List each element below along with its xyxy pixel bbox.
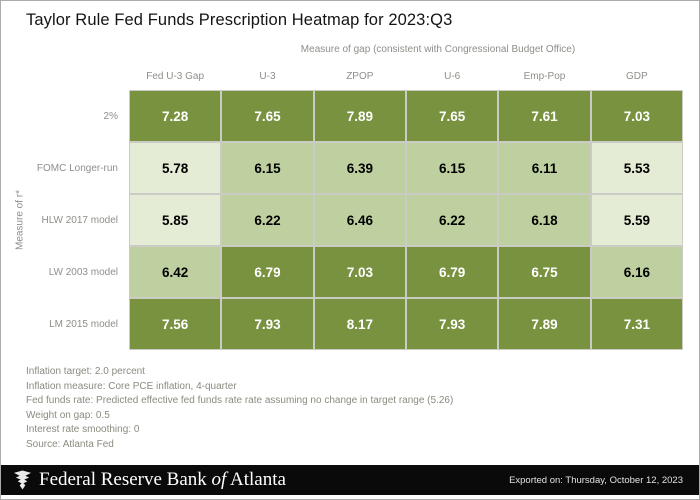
heatmap-grid: Fed U-3 Gap U-3 ZPOP U-6 Emp-Pop GDP 2% 7.28 7.6… bbox=[1, 63, 682, 349]
heatmap-column-header: GDP bbox=[625, 71, 648, 82]
heatmap-cell: 6.75 bbox=[499, 247, 590, 297]
page-title: Taylor Rule Fed Funds Prescription Heatm… bbox=[26, 11, 453, 29]
heatmap-column-header: U-6 bbox=[444, 71, 461, 82]
heatmap-row-label: FOMC Longer-run bbox=[36, 162, 118, 174]
heatmap-cell: 7.89 bbox=[314, 91, 405, 141]
footnote-fed-funds-rate: Fed funds rate: Predicted effective fed … bbox=[26, 395, 454, 407]
heatmap-cell: 7.89 bbox=[499, 299, 590, 349]
heatmap-cell: 6.39 bbox=[314, 143, 405, 193]
column-axis-label: Measure of gap (consistent with Congress… bbox=[300, 44, 576, 55]
footer-brand: Federal Reserve Bank of Atlanta bbox=[39, 469, 286, 491]
heatmap-cell: 8.17 bbox=[314, 299, 405, 349]
exported-timestamp: Exported on: Thursday, October 12, 2023 bbox=[509, 474, 683, 486]
heatmap-cell: 5.59 bbox=[591, 195, 682, 245]
heatmap-cell: 7.31 bbox=[591, 299, 682, 349]
footnote-weight-on-gap: Weight on gap: 0.5 bbox=[26, 409, 110, 421]
heatmap-column-header: Emp-Pop bbox=[523, 71, 566, 82]
heatmap-cell: 6.15 bbox=[222, 143, 313, 193]
heatmap-cell: 6.16 bbox=[591, 247, 682, 297]
heatmap-cell: 6.79 bbox=[407, 247, 498, 297]
footnote-source: Source: Atlanta Fed bbox=[26, 438, 114, 450]
heatmap-cell: 7.61 bbox=[499, 91, 590, 141]
heatmap-row-label: LW 2003 model bbox=[48, 266, 118, 278]
heatmap-column-header: ZPOP bbox=[346, 71, 374, 82]
footnote-interest-rate-smoothing: Interest rate smoothing: 0 bbox=[26, 424, 140, 436]
heatmap-column-header: U-3 bbox=[259, 71, 276, 82]
heatmap-cell: 6.79 bbox=[222, 247, 313, 297]
heatmap-row-label: LM 2015 model bbox=[49, 318, 118, 330]
footer-brand-of: of bbox=[211, 469, 227, 490]
heatmap-cell: 6.11 bbox=[499, 143, 590, 193]
footer-brand-part2: Atlanta bbox=[230, 469, 286, 490]
heatmap-cell: 5.78 bbox=[130, 143, 221, 193]
heatmap-cell: 7.65 bbox=[407, 91, 498, 141]
heatmap-cell: 7.03 bbox=[591, 91, 682, 141]
heatmap-cell: 7.56 bbox=[130, 299, 221, 349]
heatmap-cell: 7.93 bbox=[407, 299, 498, 349]
heatmap-cell: 5.85 bbox=[130, 195, 221, 245]
heatmap-cell: 6.22 bbox=[407, 195, 498, 245]
heatmap-cell: 6.46 bbox=[314, 195, 405, 245]
heatmap-cell: 6.42 bbox=[130, 247, 221, 297]
heatmap-row-label: HLW 2017 model bbox=[41, 214, 118, 226]
footer-bar: Federal Reserve Bank of Atlanta Exported… bbox=[1, 465, 699, 495]
heatmap-row-label: 2% bbox=[103, 110, 118, 122]
heatmap-cell: 6.22 bbox=[222, 195, 313, 245]
heatmap-cell: 6.18 bbox=[499, 195, 590, 245]
footnotes-block: Inflation target: 2.0 percent Inflation … bbox=[26, 365, 453, 453]
fed-eagle-logo-icon bbox=[13, 470, 32, 490]
footer-brand-part1: Federal Reserve Bank bbox=[39, 469, 207, 490]
footnote-inflation-target: Inflation target: 2.0 percent bbox=[26, 366, 145, 377]
heatmap-cell: 5.53 bbox=[591, 143, 682, 193]
heatmap-cell: 7.28 bbox=[130, 91, 221, 141]
heatmap-cell: 7.03 bbox=[314, 247, 405, 297]
heatmap-column-header: Fed U-3 Gap bbox=[146, 71, 205, 82]
heatmap-cell: 6.15 bbox=[407, 143, 498, 193]
footnote-inflation-measure: Inflation measure: Core PCE inflation, 4… bbox=[26, 380, 237, 392]
heatmap-cell: 7.93 bbox=[222, 299, 313, 349]
heatmap-cell: 7.65 bbox=[222, 91, 313, 141]
heatmap-corner-spacer bbox=[1, 63, 128, 89]
